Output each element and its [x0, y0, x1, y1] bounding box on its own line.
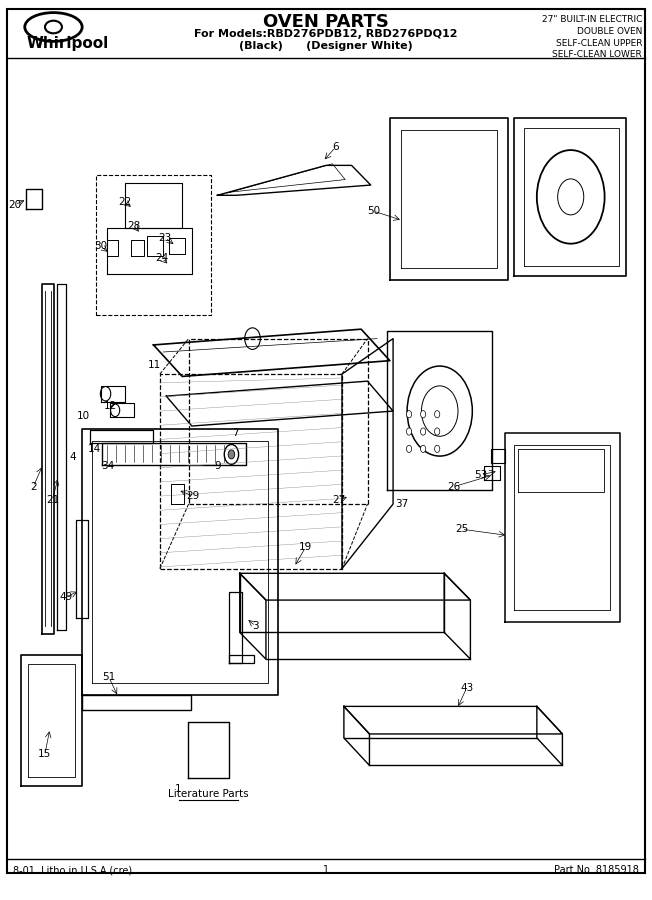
Text: 49: 49	[59, 592, 72, 602]
Text: 6: 6	[333, 142, 339, 152]
Circle shape	[224, 445, 239, 464]
Text: 28: 28	[128, 221, 141, 231]
Text: 11: 11	[148, 360, 162, 370]
Text: 12: 12	[104, 401, 117, 411]
Text: 27" BUILT-IN ELECTRIC: 27" BUILT-IN ELECTRIC	[542, 15, 642, 24]
Text: 3: 3	[252, 621, 259, 631]
Circle shape	[406, 446, 411, 453]
Text: Whirlpool: Whirlpool	[26, 36, 108, 50]
Text: 50: 50	[366, 206, 380, 216]
Text: SELF-CLEAN LOWER: SELF-CLEAN LOWER	[552, 50, 642, 59]
Text: For Models:RBD276PDB12, RBD276PDQ12: For Models:RBD276PDB12, RBD276PDQ12	[194, 29, 458, 40]
Circle shape	[421, 386, 458, 436]
Text: 29: 29	[186, 491, 200, 501]
Text: OVEN PARTS: OVEN PARTS	[263, 13, 389, 31]
Text: Part No. 8185918: Part No. 8185918	[554, 865, 639, 876]
Circle shape	[435, 446, 440, 453]
Circle shape	[537, 150, 604, 244]
Text: 34: 34	[101, 461, 114, 472]
Circle shape	[111, 404, 120, 417]
Text: 43: 43	[460, 683, 473, 693]
Text: 37: 37	[394, 499, 408, 509]
Circle shape	[228, 450, 235, 459]
Text: 4: 4	[70, 452, 76, 462]
Text: 14: 14	[87, 444, 100, 454]
Text: 7: 7	[232, 428, 239, 438]
Circle shape	[435, 410, 440, 418]
Text: DOUBLE OVEN: DOUBLE OVEN	[577, 27, 642, 36]
Circle shape	[421, 410, 426, 418]
Text: 23: 23	[158, 233, 171, 243]
Circle shape	[421, 446, 426, 453]
Circle shape	[100, 387, 111, 401]
Circle shape	[406, 428, 411, 436]
Text: 1: 1	[323, 865, 329, 876]
Text: 2: 2	[30, 482, 37, 491]
Text: 24: 24	[155, 253, 168, 264]
Text: 26: 26	[447, 482, 460, 491]
Text: 10: 10	[77, 410, 90, 421]
Circle shape	[421, 428, 426, 436]
Text: 51: 51	[102, 672, 115, 682]
Text: 25: 25	[455, 524, 468, 535]
Text: 30: 30	[95, 241, 108, 251]
Circle shape	[244, 328, 260, 349]
Text: 20: 20	[8, 200, 22, 210]
Circle shape	[407, 366, 472, 456]
Text: SELF-CLEAN UPPER: SELF-CLEAN UPPER	[556, 39, 642, 48]
Circle shape	[406, 410, 411, 418]
Text: 9: 9	[214, 461, 220, 472]
Text: Literature Parts: Literature Parts	[168, 788, 249, 799]
Text: 19: 19	[299, 543, 312, 553]
Circle shape	[435, 428, 440, 436]
Text: 8-01  Litho in U.S.A.(cre): 8-01 Litho in U.S.A.(cre)	[13, 865, 132, 876]
Text: 22: 22	[119, 197, 132, 207]
Circle shape	[557, 179, 584, 215]
Text: 27: 27	[332, 495, 346, 505]
Text: 21: 21	[46, 495, 59, 505]
Text: 1: 1	[175, 784, 181, 794]
Text: 15: 15	[38, 750, 52, 760]
Text: (Black)      (Designer White): (Black) (Designer White)	[239, 40, 413, 51]
Text: 53: 53	[474, 470, 487, 480]
